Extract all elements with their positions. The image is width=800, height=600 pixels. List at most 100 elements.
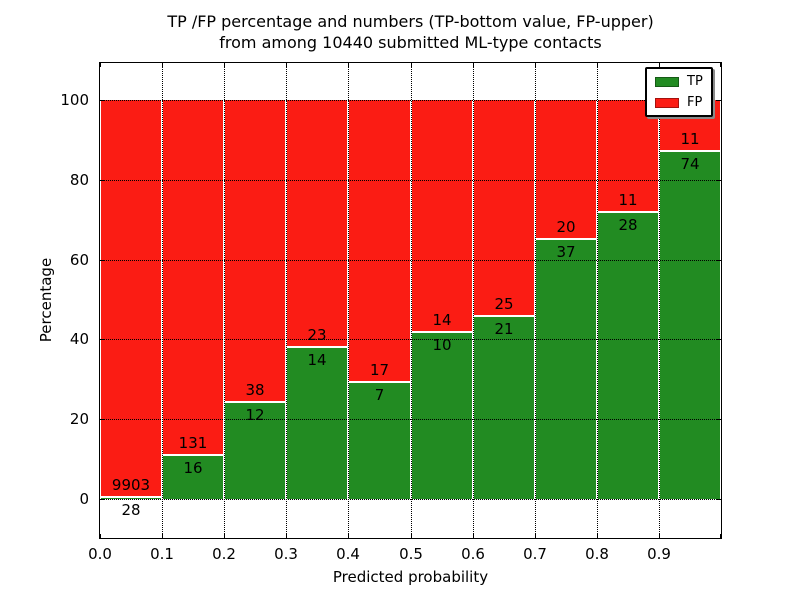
- fp-count-label: 17: [369, 361, 390, 379]
- y-tick-label: 20: [69, 410, 89, 428]
- tick-mark: [535, 63, 536, 67]
- v-gridline: [224, 63, 225, 538]
- legend-label-fp: FP: [687, 95, 703, 110]
- tp-bar-segment: [597, 213, 659, 499]
- tick-mark: [224, 534, 225, 538]
- tick-mark: [659, 63, 660, 67]
- fp-bar-segment: [100, 100, 162, 498]
- fp-swatch-icon: [655, 97, 679, 108]
- tp-count-label: 16: [183, 459, 203, 477]
- tick-mark: [224, 63, 225, 67]
- x-tick-label: 0.0: [88, 545, 112, 563]
- tp-count-label: 28: [121, 501, 141, 519]
- fp-count-label: 23: [307, 326, 327, 344]
- tp-bar-segment: [348, 383, 411, 499]
- h-gridline: [100, 499, 721, 500]
- tick-mark: [717, 180, 721, 181]
- x-tick-label: 0.3: [274, 545, 298, 563]
- fp-count-label: 14: [432, 311, 452, 329]
- legend: TP FP: [645, 67, 713, 117]
- legend-item-tp: TP: [655, 75, 703, 88]
- v-gridline: [535, 63, 536, 538]
- tp-bar-segment: [535, 240, 597, 499]
- v-gridline: [348, 63, 349, 538]
- v-gridline: [473, 63, 474, 538]
- tick-mark: [286, 534, 287, 538]
- y-tick-label: 100: [60, 91, 89, 109]
- y-tick-label: 0: [79, 490, 89, 508]
- legend-item-fp: FP: [655, 96, 703, 109]
- tick-mark: [348, 63, 349, 67]
- fp-count-label: 25: [494, 295, 514, 313]
- tick-mark: [411, 63, 412, 67]
- tick-mark: [717, 499, 721, 500]
- tp-count-label: 37: [556, 243, 576, 261]
- tp-count-label: 14: [307, 351, 327, 369]
- h-gridline: [100, 260, 721, 261]
- tick-mark: [473, 534, 474, 538]
- tick-mark: [348, 534, 349, 538]
- fp-bar-segment: [535, 100, 597, 240]
- tp-swatch-icon: [655, 76, 679, 87]
- tick-mark: [162, 63, 163, 67]
- tick-mark: [100, 260, 104, 261]
- chart-title: TP /FP percentage and numbers (TP-bottom…: [99, 11, 722, 53]
- h-gridline: [100, 419, 721, 420]
- x-tick-label: 0.8: [585, 545, 609, 563]
- x-tick-label: 0.7: [523, 545, 547, 563]
- tick-mark: [100, 63, 101, 67]
- tp-count-label: 28: [618, 216, 638, 234]
- tp-count-label: 7: [374, 386, 385, 404]
- tp-bar-segment: [100, 498, 162, 499]
- tick-mark: [411, 534, 412, 538]
- tick-mark: [100, 180, 104, 181]
- tick-mark: [100, 499, 104, 500]
- tick-mark: [717, 100, 721, 101]
- x-axis-label: Predicted probability: [332, 568, 489, 586]
- tick-mark: [100, 100, 104, 101]
- chart-title-line-1: TP /FP percentage and numbers (TP-bottom…: [167, 12, 654, 31]
- y-axis-label: Percentage: [37, 257, 55, 343]
- tick-mark: [473, 63, 474, 67]
- tp-count-label: 10: [432, 336, 452, 354]
- fp-count-label: 38: [245, 381, 265, 399]
- tp-bar-segment: [411, 333, 473, 499]
- h-gridline: [100, 339, 721, 340]
- x-tick-label: 0.5: [399, 545, 423, 563]
- x-tick-label: 0.1: [150, 545, 174, 563]
- fp-bar-segment: [473, 100, 535, 317]
- x-tick-label: 0.6: [461, 545, 485, 563]
- fp-count-label: 20: [556, 218, 576, 236]
- v-gridline: [286, 63, 287, 538]
- fp-bar-segment: [224, 100, 286, 403]
- h-gridline: [100, 180, 721, 181]
- fp-bar-segment: [411, 100, 473, 333]
- tick-mark: [162, 534, 163, 538]
- tick-mark: [717, 419, 721, 420]
- fp-bar-segment: [162, 100, 224, 456]
- tick-mark: [720, 63, 721, 67]
- tick-mark: [720, 534, 721, 538]
- fp-bar-segment: [597, 100, 659, 213]
- x-tick-label: 0.4: [336, 545, 360, 563]
- fp-bar-segment: [286, 100, 348, 348]
- fp-bar-segment: [348, 100, 411, 383]
- tick-mark: [100, 339, 104, 340]
- x-tick-label: 0.9: [647, 545, 671, 563]
- tick-mark: [100, 419, 104, 420]
- legend-label-tp: TP: [687, 74, 703, 89]
- tick-mark: [659, 534, 660, 538]
- x-tick-label: 0.2: [212, 545, 236, 563]
- y-tick-label: 80: [69, 171, 89, 189]
- tp-bar-segment: [659, 152, 721, 499]
- h-gridline: [100, 100, 721, 101]
- tick-mark: [286, 63, 287, 67]
- tick-mark: [100, 534, 101, 538]
- tp-count-label: 74: [680, 155, 700, 173]
- y-tick-label: 60: [69, 251, 89, 269]
- tp-bar-segment: [473, 317, 535, 499]
- chart-title-line-2: from among 10440 submitted ML-type conta…: [219, 33, 602, 52]
- v-gridline: [659, 63, 660, 538]
- tick-mark: [597, 534, 598, 538]
